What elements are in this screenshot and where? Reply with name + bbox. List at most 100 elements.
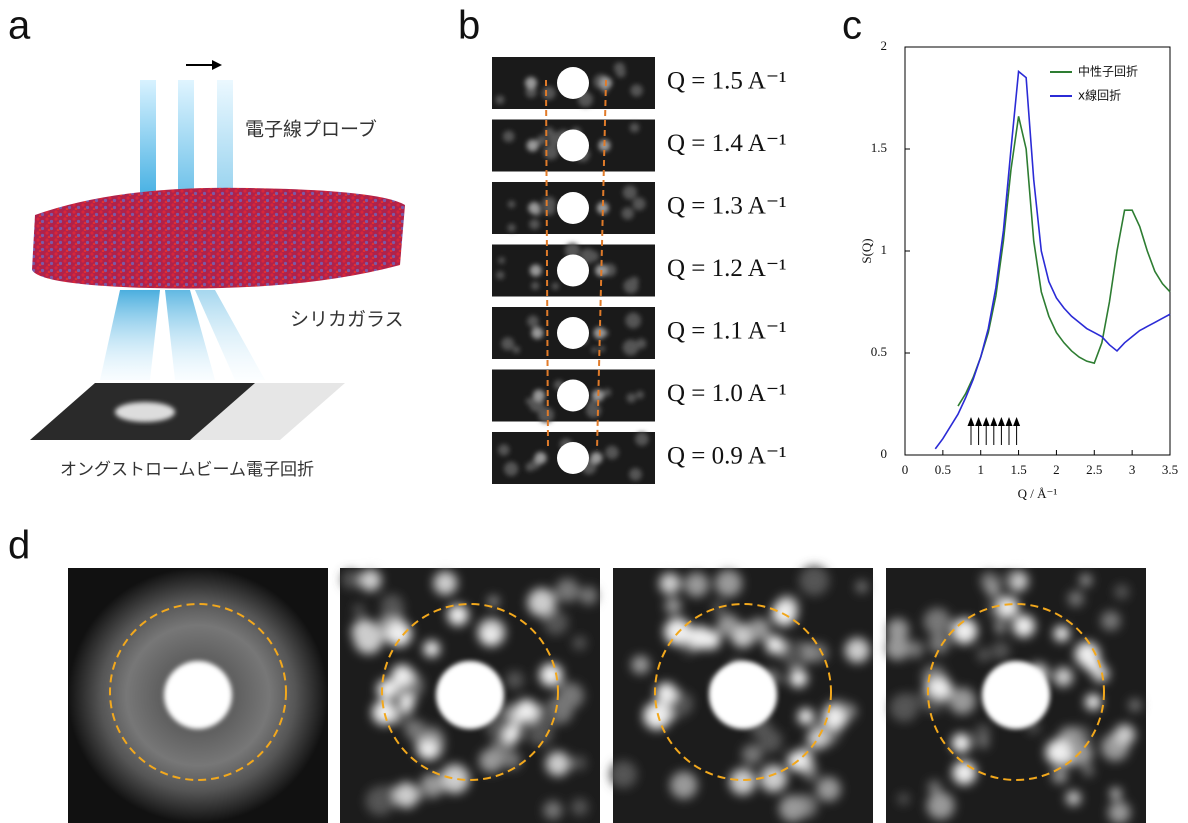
speckle-spot (433, 571, 457, 595)
legend-label: x線回折 (1078, 88, 1121, 103)
x-tick-label: 2 (1053, 462, 1060, 477)
speckle-spot (572, 756, 586, 770)
speckle-spot (1054, 667, 1073, 686)
speckle-spot (949, 688, 976, 715)
speckle-spot (629, 468, 642, 481)
speckle-spot (717, 614, 739, 636)
speckle-spot (1080, 574, 1092, 586)
detector-label: オングストロームビーム電子回折 (60, 460, 314, 480)
speckle-spot (627, 393, 637, 403)
speckle-spot (742, 744, 762, 764)
speckle-spot (1066, 791, 1081, 806)
speckle-spot (670, 771, 697, 798)
speckle-spot (513, 346, 520, 353)
bright-spot (766, 635, 785, 654)
speckle-spot (555, 578, 579, 602)
q-label: Q = 1.4 A⁻¹ (667, 130, 787, 157)
panel-label: a (8, 4, 31, 48)
speckle-spot (393, 782, 419, 808)
speckle-spot (529, 219, 540, 230)
x-tick-label: 1.5 (1010, 462, 1026, 477)
speckle-spot (636, 338, 646, 348)
central-beam (557, 380, 589, 412)
speckle-spot (845, 638, 870, 663)
q-label: Q = 1.1 A⁻¹ (667, 318, 787, 345)
figure: a 電子線プローブ シリカガラス オングストロームビーム電子回折 b c d Q… (0, 0, 1188, 823)
sample-label: シリカガラス (290, 309, 404, 331)
probe-arrow-head (983, 417, 990, 426)
speckle-spot (531, 282, 539, 290)
panel-c: 00.511.522.533.500.511.52Q / Å⁻¹S(Q)中性子回… (859, 38, 1178, 501)
speckle-spot (507, 224, 515, 232)
series-line (935, 71, 1170, 448)
speckle-spot (625, 313, 641, 329)
speckle-spot (527, 316, 539, 328)
probe-arrow-head (975, 417, 982, 426)
speckle-spot (359, 569, 381, 591)
panel-d (68, 566, 1146, 823)
bright-spot (391, 665, 413, 687)
bright-spot (1013, 615, 1035, 637)
x-tick-label: 2.5 (1086, 462, 1102, 477)
speckle-spot (977, 648, 991, 662)
speckle-spot (898, 793, 910, 805)
speckle-spot (748, 618, 771, 641)
speckle-spot (760, 765, 787, 792)
speckle-spot (552, 283, 559, 290)
speckle-spot (807, 728, 829, 750)
central-beam (557, 130, 589, 162)
speckle-spot (684, 572, 709, 597)
speckle-spot (906, 641, 923, 658)
speckle-spot (1101, 611, 1121, 631)
speckle-spot (928, 780, 941, 793)
bright-spot (1046, 740, 1071, 765)
speckle-spot (659, 573, 681, 595)
speckle-spot (715, 570, 742, 597)
ring-spot (530, 265, 542, 277)
diffracted-beam (100, 290, 160, 380)
probe-arrow-head (968, 417, 975, 426)
x-axis-label: Q / Å⁻¹ (1018, 486, 1058, 501)
speckle-spot (1114, 724, 1135, 745)
speckle-spot (538, 407, 554, 423)
speckle-spot (342, 570, 360, 588)
speckle-spot (498, 257, 505, 264)
speckle-spot (799, 566, 829, 596)
x-tick-label: 0.5 (935, 462, 951, 477)
bright-spot (1054, 626, 1070, 642)
x-tick-label: 3.5 (1162, 462, 1178, 477)
bright-spot (419, 740, 437, 758)
probe-arrow-head (1006, 417, 1013, 426)
bright-spot (372, 700, 397, 725)
central-beam (164, 661, 232, 729)
bright-spot (952, 761, 976, 785)
speckle-spot (610, 761, 637, 788)
ring-spot (531, 327, 543, 339)
speckle-spot (353, 604, 365, 616)
speckle-spot (614, 62, 625, 73)
legend-label: 中性子回折 (1078, 64, 1138, 79)
bright-spot (643, 702, 671, 730)
speckle-spot (805, 770, 817, 782)
speckle-spot (1110, 788, 1121, 799)
speckle-spot (1068, 591, 1084, 607)
speckle-spot (542, 197, 556, 211)
speckle-spot (856, 581, 868, 593)
panel-b: Q = 1.5 A⁻¹Q = 1.4 A⁻¹Q = 1.3 A⁻¹Q = 1.2… (492, 57, 787, 484)
speckle-spot (381, 594, 404, 617)
speckle-spot (630, 84, 642, 96)
central-beam (436, 661, 504, 729)
speckle-spot (479, 749, 503, 773)
central-beam (557, 442, 589, 474)
speckle-spot (542, 86, 556, 100)
q-label: Q = 1.0 A⁻¹ (667, 380, 787, 407)
bright-spot (952, 733, 971, 752)
probe-arrow-head (990, 417, 997, 426)
speckle-spot (623, 339, 639, 355)
y-tick-label: 1.5 (871, 140, 887, 155)
ring-spot (525, 77, 537, 89)
bright-spot (701, 630, 720, 649)
speckle-spot (977, 736, 989, 748)
speckle-spot (1129, 699, 1142, 712)
bright-spot (398, 694, 415, 711)
